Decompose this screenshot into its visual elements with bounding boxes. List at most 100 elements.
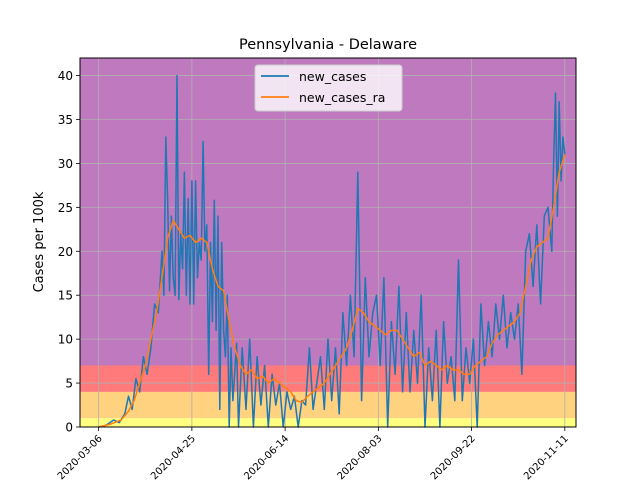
data-point-new_cases [342, 312, 344, 314]
data-point-new_cases [139, 391, 141, 393]
y-tick-label: 15 [58, 289, 73, 303]
data-point-new_cases [198, 241, 200, 244]
data-point-new_cases [560, 180, 562, 182]
data-point-new_cases_ra [250, 369, 253, 371]
data-point-new_cases [375, 294, 378, 296]
data-point-new_cases_ra [150, 338, 152, 340]
data-point-new_cases [446, 382, 448, 384]
data-point-new_cases [174, 294, 176, 296]
data-point-new_cases [472, 338, 475, 340]
y-tick-label: 0 [65, 421, 73, 435]
data-point-new_cases [163, 294, 165, 296]
data-point-new_cases [528, 233, 530, 235]
data-point-new_cases [290, 408, 292, 411]
data-point-new_cases [168, 290, 171, 292]
legend-label: new_cases_ra [299, 90, 385, 105]
data-point-new_cases_ra [267, 382, 269, 384]
data-point-new_cases [275, 404, 277, 406]
data-point-new_cases [539, 303, 542, 305]
data-point-new_cases [226, 294, 228, 296]
data-point-new_cases [153, 303, 156, 305]
data-point-new_cases_ra [407, 347, 409, 349]
data-point-new_cases_ra [429, 360, 432, 362]
data-point-new_cases [245, 408, 247, 411]
data-point-new_cases [346, 364, 348, 367]
data-point-new_cases [498, 338, 501, 340]
data-point-new_cases [178, 299, 180, 301]
data-point-new_cases [319, 356, 322, 358]
x-tick-label: 2020-04-25 [149, 433, 198, 480]
data-point-new_cases_ra [441, 369, 443, 371]
data-point-new_cases_ra [469, 373, 471, 375]
data-point-new_cases_ra [379, 329, 381, 331]
data-point-new_cases_ra [256, 378, 258, 380]
data-point-new_cases [521, 373, 523, 375]
data-point-new_cases_ra [167, 237, 169, 239]
data-point-new_cases_ra [446, 364, 448, 367]
data-point-new_cases_ra [553, 206, 555, 208]
series-line-new_cases [98, 74, 566, 428]
data-point-new_cases_ra [525, 285, 527, 288]
data-point-new_cases [316, 382, 318, 384]
data-point-new_cases [532, 285, 534, 288]
data-point-new_cases [213, 199, 215, 201]
data-point-new_cases [219, 408, 221, 411]
data-point-new_cases_ra [485, 356, 488, 358]
data-point-new_cases_ra [401, 338, 404, 340]
legend: new_cases new_cases_ra [254, 64, 403, 112]
data-point-new_cases_ra [312, 391, 314, 393]
data-point-new_cases [413, 329, 415, 331]
data-point-new_cases_ra [144, 364, 146, 367]
data-point-new_cases [187, 197, 189, 200]
data-point-new_cases_ra [161, 277, 163, 279]
data-point-new_cases_ra [547, 237, 549, 239]
data-point-new_cases [457, 259, 460, 261]
data-point-new_cases [360, 400, 363, 402]
data-point-new_cases [260, 404, 262, 406]
data-point-new_cases_ra [284, 386, 286, 389]
data-point-new_cases_ra [318, 386, 320, 389]
data-point-new_cases_ra [222, 290, 225, 292]
data-point-new_cases_ra [172, 219, 174, 222]
data-point-new_cases_ra [513, 320, 516, 323]
data-point-new_cases_ra [368, 320, 370, 323]
data-point-new_cases_ra [189, 234, 191, 237]
x-tick-label: 2020-11-11 [522, 433, 571, 480]
data-point-new_cases_ra [329, 373, 331, 375]
data-point-new_cases [525, 250, 527, 252]
data-point-new_cases [146, 373, 148, 375]
y-axis: 0 5 10 15 20 25 30 35 40 [58, 69, 80, 435]
y-tick-label: 5 [65, 377, 73, 391]
data-point-new_cases_ra [357, 307, 359, 309]
data-point-new_cases [551, 250, 553, 252]
data-point-new_cases [368, 356, 370, 358]
data-point-new_cases [232, 400, 234, 402]
data-point-new_cases [543, 215, 545, 217]
data-point-new_cases_ra [334, 364, 337, 367]
data-point-new_cases [357, 171, 359, 173]
data-point-new_cases [536, 224, 538, 226]
data-point-new_cases [428, 347, 430, 349]
data-point-new_cases [353, 356, 355, 358]
data-point-new_cases [409, 391, 411, 393]
data-point-new_cases_ra [530, 259, 532, 261]
series-layer [98, 74, 566, 428]
data-point-new_cases_ra [362, 312, 365, 314]
data-point-new_cases [469, 382, 471, 384]
data-point-new_cases [204, 250, 206, 252]
x-tick-label: 2020-09-22 [429, 433, 478, 480]
data-point-new_cases [222, 329, 225, 331]
data-point-new_cases [301, 400, 303, 402]
x-axis: 2020-03-06 2020-04-25 2020-06-14 2020-08-03… [56, 427, 571, 482]
data-point-new_cases [487, 320, 489, 323]
data-point-new_cases_ra [508, 325, 510, 327]
data-point-new_cases_ra [178, 228, 180, 230]
data-point-new_cases_ra [200, 237, 202, 239]
data-point-new_cases [502, 294, 504, 296]
data-point-new_cases [191, 180, 193, 182]
data-point-new_cases [167, 197, 169, 200]
data-point-new_cases [435, 329, 437, 331]
data-point-new_cases_ra [564, 154, 566, 156]
data-point-new_cases [157, 312, 159, 314]
data-point-new_cases [185, 294, 187, 296]
